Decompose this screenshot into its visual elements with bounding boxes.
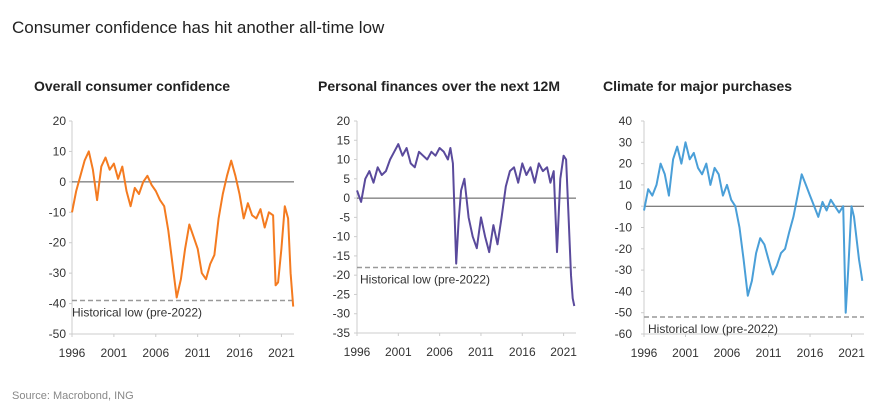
y-tick-label: 40 — [619, 114, 633, 128]
y-tick-label: 5 — [343, 172, 350, 186]
y-tick-label: 20 — [337, 114, 351, 128]
y-tick-label: -40 — [49, 297, 67, 311]
x-tick-label: 2006 — [426, 345, 453, 359]
y-tick-label: 0 — [625, 199, 632, 213]
y-tick-label: -60 — [615, 327, 633, 341]
y-tick-label: 30 — [619, 135, 633, 149]
x-tick-label: 2021 — [550, 345, 577, 359]
x-tick-label: 2001 — [672, 346, 699, 360]
y-tick-label: 10 — [53, 144, 67, 158]
source-note: Source: Macrobond, ING — [12, 390, 134, 402]
historical-low-label: Historical low (pre-2022) — [72, 306, 202, 320]
x-tick-label: 2011 — [756, 346, 782, 360]
x-tick-label: 2001 — [101, 346, 128, 360]
y-tick-label: -20 — [615, 242, 633, 256]
y-tick-label: 10 — [337, 153, 351, 167]
x-tick-label: 2011 — [185, 346, 211, 360]
x-tick-label: 2021 — [838, 346, 865, 360]
y-tick-label: -50 — [615, 306, 633, 320]
y-tick-label: -25 — [333, 287, 351, 301]
x-tick-label: 1996 — [631, 346, 658, 360]
x-tick-label: 2006 — [142, 346, 169, 360]
y-tick-label: -30 — [615, 263, 633, 277]
y-tick-label: -30 — [49, 266, 67, 280]
y-tick-label: 20 — [619, 157, 633, 171]
x-tick-label: 1996 — [344, 345, 371, 359]
historical-low-label: Historical low (pre-2022) — [648, 322, 778, 336]
y-tick-label: 0 — [343, 191, 350, 205]
y-tick-label: -10 — [615, 221, 633, 235]
y-tick-label: -40 — [615, 284, 633, 298]
y-tick-label: -5 — [339, 210, 350, 224]
x-tick-label: 2016 — [797, 346, 824, 360]
historical-low-label: Historical low (pre-2022) — [360, 272, 490, 286]
series-line — [71, 150, 295, 307]
series-line — [356, 143, 576, 307]
y-tick-label: -20 — [333, 268, 351, 282]
chart-main-title: Consumer confidence has hit another all-… — [12, 18, 385, 37]
x-tick-label: 1996 — [59, 346, 86, 360]
y-tick-label: 0 — [59, 175, 66, 189]
panel-title-personal-finances: Personal finances over the next 12M — [318, 78, 560, 94]
x-tick-label: 2021 — [268, 346, 295, 360]
panel-title-overall: Overall consumer confidence — [34, 78, 231, 94]
y-tick-label: -10 — [49, 205, 67, 219]
x-tick-label: 2006 — [714, 346, 741, 360]
y-tick-label: 10 — [619, 178, 633, 192]
series-line — [643, 141, 864, 314]
x-tick-label: 2016 — [509, 345, 536, 359]
panel-title-major-purchases: Climate for major purchases — [603, 78, 793, 94]
x-tick-label: 2001 — [385, 345, 412, 359]
y-tick-label: -10 — [333, 230, 351, 244]
y-tick-label: 15 — [337, 133, 351, 147]
x-tick-label: 2016 — [226, 346, 253, 360]
y-tick-label: -30 — [333, 307, 351, 321]
y-tick-label: -35 — [333, 326, 351, 340]
y-tick-label: -15 — [333, 249, 351, 263]
x-tick-label: 2011 — [468, 345, 494, 359]
y-tick-label: -50 — [49, 327, 67, 341]
y-tick-label: -20 — [49, 236, 67, 250]
y-tick-label: 20 — [53, 114, 67, 128]
